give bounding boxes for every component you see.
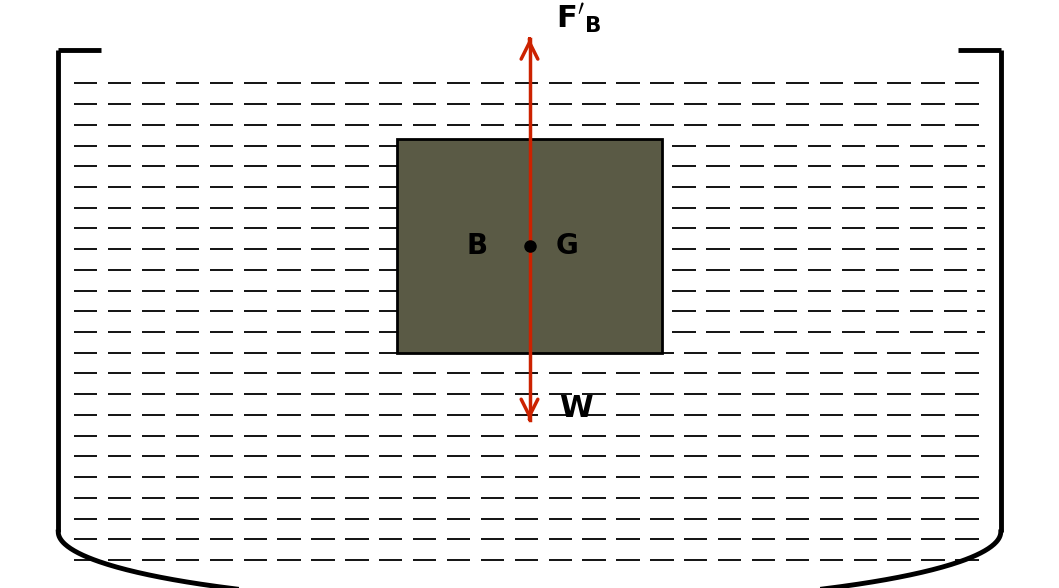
Text: B: B	[466, 232, 487, 260]
Text: $\mathbf{F'_B}$: $\mathbf{F'_B}$	[556, 2, 602, 36]
Text: $\mathbf{W}$: $\mathbf{W}$	[559, 394, 594, 423]
Text: G: G	[556, 232, 578, 260]
Bar	[397, 139, 662, 353]
